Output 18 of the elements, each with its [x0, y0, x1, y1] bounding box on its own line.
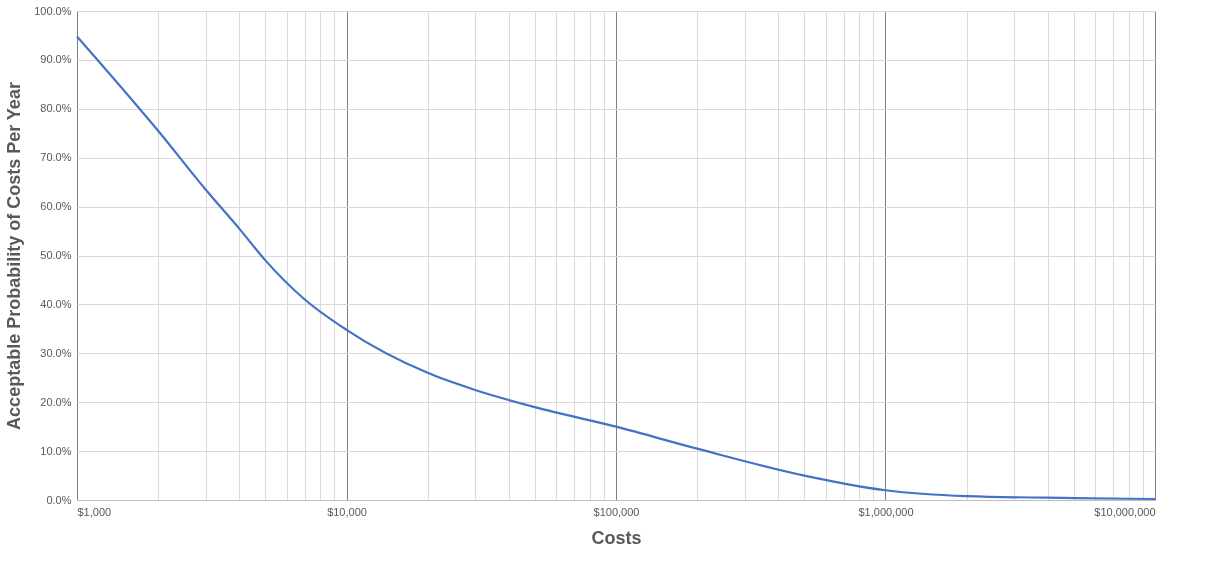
x-tick-label: $10,000,000 [1094, 505, 1156, 518]
y-tick-label: 0.0% [46, 493, 72, 506]
y-tick-label: 90.0% [40, 53, 72, 66]
x-tick-label: $100,000 [593, 505, 640, 518]
y-tick-label: 80.0% [40, 102, 72, 115]
x-tick-label: $1,000 [77, 505, 112, 518]
y-tick-label: 40.0% [40, 297, 72, 310]
x-axis-title: Costs [591, 527, 642, 548]
x-tick-label: $10,000 [327, 505, 367, 518]
x-tick-label: $1,000,000 [858, 505, 914, 518]
y-tick-label: 70.0% [40, 151, 72, 164]
y-tick-label: 30.0% [40, 346, 72, 359]
y-tick-label: 60.0% [40, 200, 72, 213]
y-tick-label: 10.0% [40, 444, 72, 457]
y-tick-label: 100.0% [34, 4, 72, 17]
y-tick-label: 20.0% [40, 395, 72, 408]
y-axis-title: Acceptable Probability of Costs Per Year [4, 82, 25, 430]
y-tick-label: 50.0% [40, 249, 72, 261]
